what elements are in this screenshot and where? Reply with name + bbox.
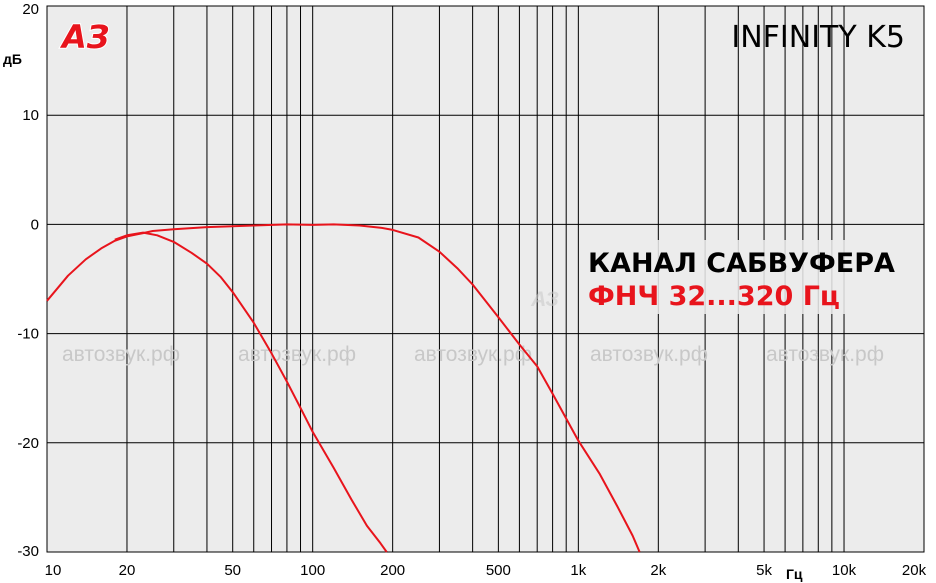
y-tick-label: 10 xyxy=(22,107,39,124)
x-axis-label: Гц xyxy=(786,566,803,582)
x-tick-label: 10k xyxy=(832,562,857,579)
x-tick-label: 100 xyxy=(300,562,325,579)
y-axis-label: дБ xyxy=(3,51,22,67)
series-group xyxy=(46,223,641,553)
chart-title: INFINITY K5 xyxy=(731,20,905,55)
watermark-row: автозвук.рф автозвук.рф автозвук.рф автозву… xyxy=(62,343,884,366)
x-tick-label: 5k xyxy=(756,562,772,579)
x-tick-label: 1k xyxy=(570,562,586,579)
y-tick-label: 20 xyxy=(22,1,39,18)
x-tick-label: 2k xyxy=(650,562,666,579)
watermark-text: автозвук.рф xyxy=(590,343,708,366)
series-line-2 xyxy=(114,231,388,553)
watermark-text: автозвук.рф xyxy=(62,343,180,366)
annotation-filter: ФНЧ 32...320 Гц xyxy=(588,281,840,312)
watermark-text: автозвук.рф xyxy=(766,343,884,366)
x-tick-label: 200 xyxy=(380,562,405,579)
watermark-logo-text: АЗ xyxy=(530,288,559,311)
watermark-text: автозвук.рф xyxy=(414,343,532,366)
logo-text: АЗ xyxy=(59,18,110,56)
y-tick-label: 0 xyxy=(31,216,39,233)
logo-badge: АЗ xyxy=(58,17,111,57)
x-tick-label: 500 xyxy=(486,562,511,579)
annotation-backdrop xyxy=(584,240,890,314)
y-tick-label: -30 xyxy=(17,543,39,560)
x-tick-label: 10 xyxy=(45,562,62,579)
plot-border xyxy=(46,5,925,553)
x-tick-label: 50 xyxy=(224,562,241,579)
y-tick-label: -10 xyxy=(17,326,39,343)
x-tick-label: 20k xyxy=(902,562,927,579)
y-tick-label: -20 xyxy=(17,435,39,452)
annotation-channel: КАНАЛ САБВУФЕРА xyxy=(588,248,895,279)
series-line-1 xyxy=(46,223,641,553)
x-tick-label: 20 xyxy=(119,562,136,579)
watermark-logo: АЗ xyxy=(530,288,559,311)
tick-labels: 10 20 50 100 200 500 1k 2k 5k 10k 20k20100-10-20-3… xyxy=(17,1,926,579)
watermark-text: автозвук.рф xyxy=(238,343,356,366)
